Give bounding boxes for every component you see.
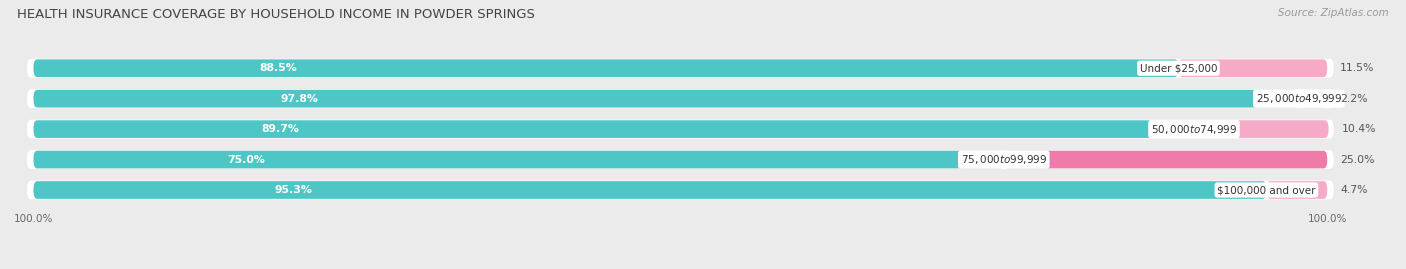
Text: HEALTH INSURANCE COVERAGE BY HOUSEHOLD INCOME IN POWDER SPRINGS: HEALTH INSURANCE COVERAGE BY HOUSEHOLD I… — [17, 8, 534, 21]
FancyBboxPatch shape — [27, 89, 1334, 108]
Text: Under $25,000: Under $25,000 — [1140, 63, 1218, 73]
FancyBboxPatch shape — [27, 59, 1334, 78]
Text: 75.0%: 75.0% — [228, 155, 266, 165]
Text: $50,000 to $74,999: $50,000 to $74,999 — [1152, 123, 1237, 136]
Text: 95.3%: 95.3% — [274, 185, 312, 195]
Text: Source: ZipAtlas.com: Source: ZipAtlas.com — [1278, 8, 1389, 18]
Text: 97.8%: 97.8% — [281, 94, 319, 104]
FancyBboxPatch shape — [27, 150, 1334, 169]
FancyBboxPatch shape — [34, 181, 1267, 199]
Text: 2.2%: 2.2% — [1340, 94, 1368, 104]
Legend: With Coverage, Without Coverage: With Coverage, Without Coverage — [506, 266, 762, 269]
FancyBboxPatch shape — [27, 120, 1334, 139]
FancyBboxPatch shape — [34, 59, 1178, 77]
Text: 25.0%: 25.0% — [1340, 155, 1375, 165]
Text: 4.7%: 4.7% — [1340, 185, 1368, 195]
Text: 89.7%: 89.7% — [262, 124, 299, 134]
FancyBboxPatch shape — [1299, 90, 1327, 108]
FancyBboxPatch shape — [1178, 59, 1327, 77]
FancyBboxPatch shape — [34, 120, 1194, 138]
FancyBboxPatch shape — [1267, 181, 1327, 199]
FancyBboxPatch shape — [34, 151, 1004, 168]
FancyBboxPatch shape — [1194, 120, 1329, 138]
Text: 11.5%: 11.5% — [1340, 63, 1375, 73]
FancyBboxPatch shape — [27, 180, 1334, 200]
Text: 10.4%: 10.4% — [1341, 124, 1376, 134]
FancyBboxPatch shape — [34, 90, 1299, 108]
Text: $75,000 to $99,999: $75,000 to $99,999 — [960, 153, 1047, 166]
Text: $100,000 and over: $100,000 and over — [1218, 185, 1316, 195]
FancyBboxPatch shape — [1004, 151, 1327, 168]
Text: 88.5%: 88.5% — [259, 63, 297, 73]
Text: $25,000 to $49,999: $25,000 to $49,999 — [1256, 92, 1341, 105]
